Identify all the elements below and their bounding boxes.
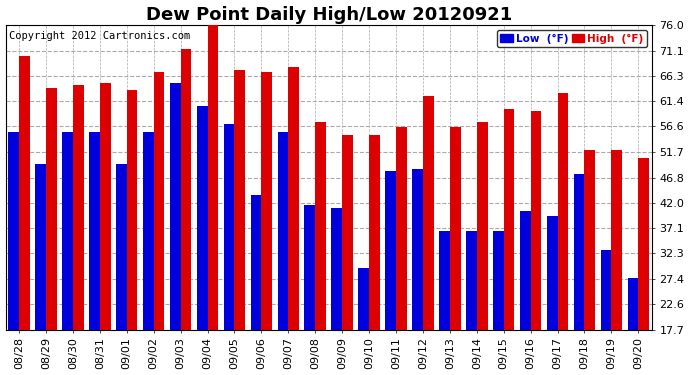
- Bar: [277, 132, 288, 330]
- Bar: [100, 82, 110, 330]
- Bar: [504, 109, 515, 330]
- Bar: [331, 208, 342, 330]
- Bar: [412, 169, 423, 330]
- Bar: [208, 22, 218, 330]
- Bar: [170, 82, 181, 330]
- Bar: [546, 216, 558, 330]
- Bar: [262, 72, 272, 330]
- Bar: [520, 211, 531, 330]
- Bar: [369, 135, 380, 330]
- Bar: [62, 132, 73, 330]
- Bar: [439, 231, 450, 330]
- Bar: [143, 132, 154, 330]
- Bar: [19, 57, 30, 330]
- Bar: [181, 49, 191, 330]
- Bar: [466, 231, 477, 330]
- Bar: [628, 279, 638, 330]
- Bar: [8, 132, 19, 330]
- Bar: [46, 88, 57, 330]
- Bar: [315, 122, 326, 330]
- Bar: [531, 111, 542, 330]
- Bar: [35, 164, 46, 330]
- Bar: [423, 96, 434, 330]
- Bar: [450, 127, 461, 330]
- Bar: [584, 150, 595, 330]
- Bar: [493, 231, 504, 330]
- Bar: [235, 69, 245, 330]
- Title: Dew Point Daily High/Low 20120921: Dew Point Daily High/Low 20120921: [146, 6, 512, 24]
- Bar: [638, 158, 649, 330]
- Bar: [73, 85, 83, 330]
- Legend: Low  (°F), High  (°F): Low (°F), High (°F): [497, 30, 647, 46]
- Bar: [342, 135, 353, 330]
- Bar: [558, 93, 569, 330]
- Bar: [197, 106, 208, 330]
- Bar: [224, 124, 235, 330]
- Bar: [288, 67, 299, 330]
- Bar: [127, 90, 137, 330]
- Bar: [611, 150, 622, 330]
- Bar: [154, 72, 164, 330]
- Bar: [396, 127, 407, 330]
- Text: Copyright 2012 Cartronics.com: Copyright 2012 Cartronics.com: [9, 31, 190, 41]
- Bar: [89, 132, 100, 330]
- Bar: [600, 250, 611, 330]
- Bar: [573, 174, 584, 330]
- Bar: [116, 164, 127, 330]
- Bar: [304, 206, 315, 330]
- Bar: [358, 268, 369, 330]
- Bar: [385, 171, 396, 330]
- Bar: [250, 195, 262, 330]
- Bar: [477, 122, 488, 330]
